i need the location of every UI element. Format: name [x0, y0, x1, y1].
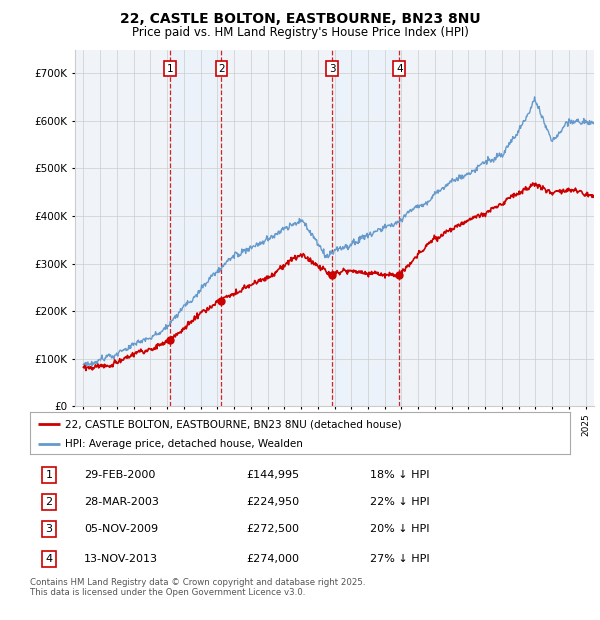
Text: HPI: Average price, detached house, Wealden: HPI: Average price, detached house, Weal…	[65, 439, 303, 449]
Text: 13-NOV-2013: 13-NOV-2013	[84, 554, 158, 564]
Text: 1: 1	[166, 64, 173, 74]
Text: 1: 1	[46, 470, 52, 480]
Text: Price paid vs. HM Land Registry's House Price Index (HPI): Price paid vs. HM Land Registry's House …	[131, 26, 469, 39]
Bar	[332, 50, 399, 406]
Text: £144,995: £144,995	[246, 470, 299, 480]
Text: 27% ↓ HPI: 27% ↓ HPI	[370, 554, 430, 564]
Text: 3: 3	[329, 64, 335, 74]
Text: 18% ↓ HPI: 18% ↓ HPI	[370, 470, 430, 480]
Text: £224,950: £224,950	[246, 497, 299, 507]
Bar	[170, 50, 221, 406]
Text: 20% ↓ HPI: 20% ↓ HPI	[370, 525, 430, 534]
Text: 22, CASTLE BOLTON, EASTBOURNE, BN23 8NU (detached house): 22, CASTLE BOLTON, EASTBOURNE, BN23 8NU …	[65, 419, 402, 429]
Text: £272,500: £272,500	[246, 525, 299, 534]
Text: Contains HM Land Registry data © Crown copyright and database right 2025.
This d: Contains HM Land Registry data © Crown c…	[30, 578, 365, 597]
Text: £274,000: £274,000	[246, 554, 299, 564]
Text: 29-FEB-2000: 29-FEB-2000	[84, 470, 155, 480]
Text: 22, CASTLE BOLTON, EASTBOURNE, BN23 8NU: 22, CASTLE BOLTON, EASTBOURNE, BN23 8NU	[119, 12, 481, 27]
Text: 22% ↓ HPI: 22% ↓ HPI	[370, 497, 430, 507]
Text: 05-NOV-2009: 05-NOV-2009	[84, 525, 158, 534]
Text: 28-MAR-2003: 28-MAR-2003	[84, 497, 159, 507]
Text: 4: 4	[396, 64, 403, 74]
Text: 4: 4	[46, 554, 52, 564]
Text: 2: 2	[218, 64, 225, 74]
Text: 3: 3	[46, 525, 52, 534]
Text: 2: 2	[46, 497, 52, 507]
